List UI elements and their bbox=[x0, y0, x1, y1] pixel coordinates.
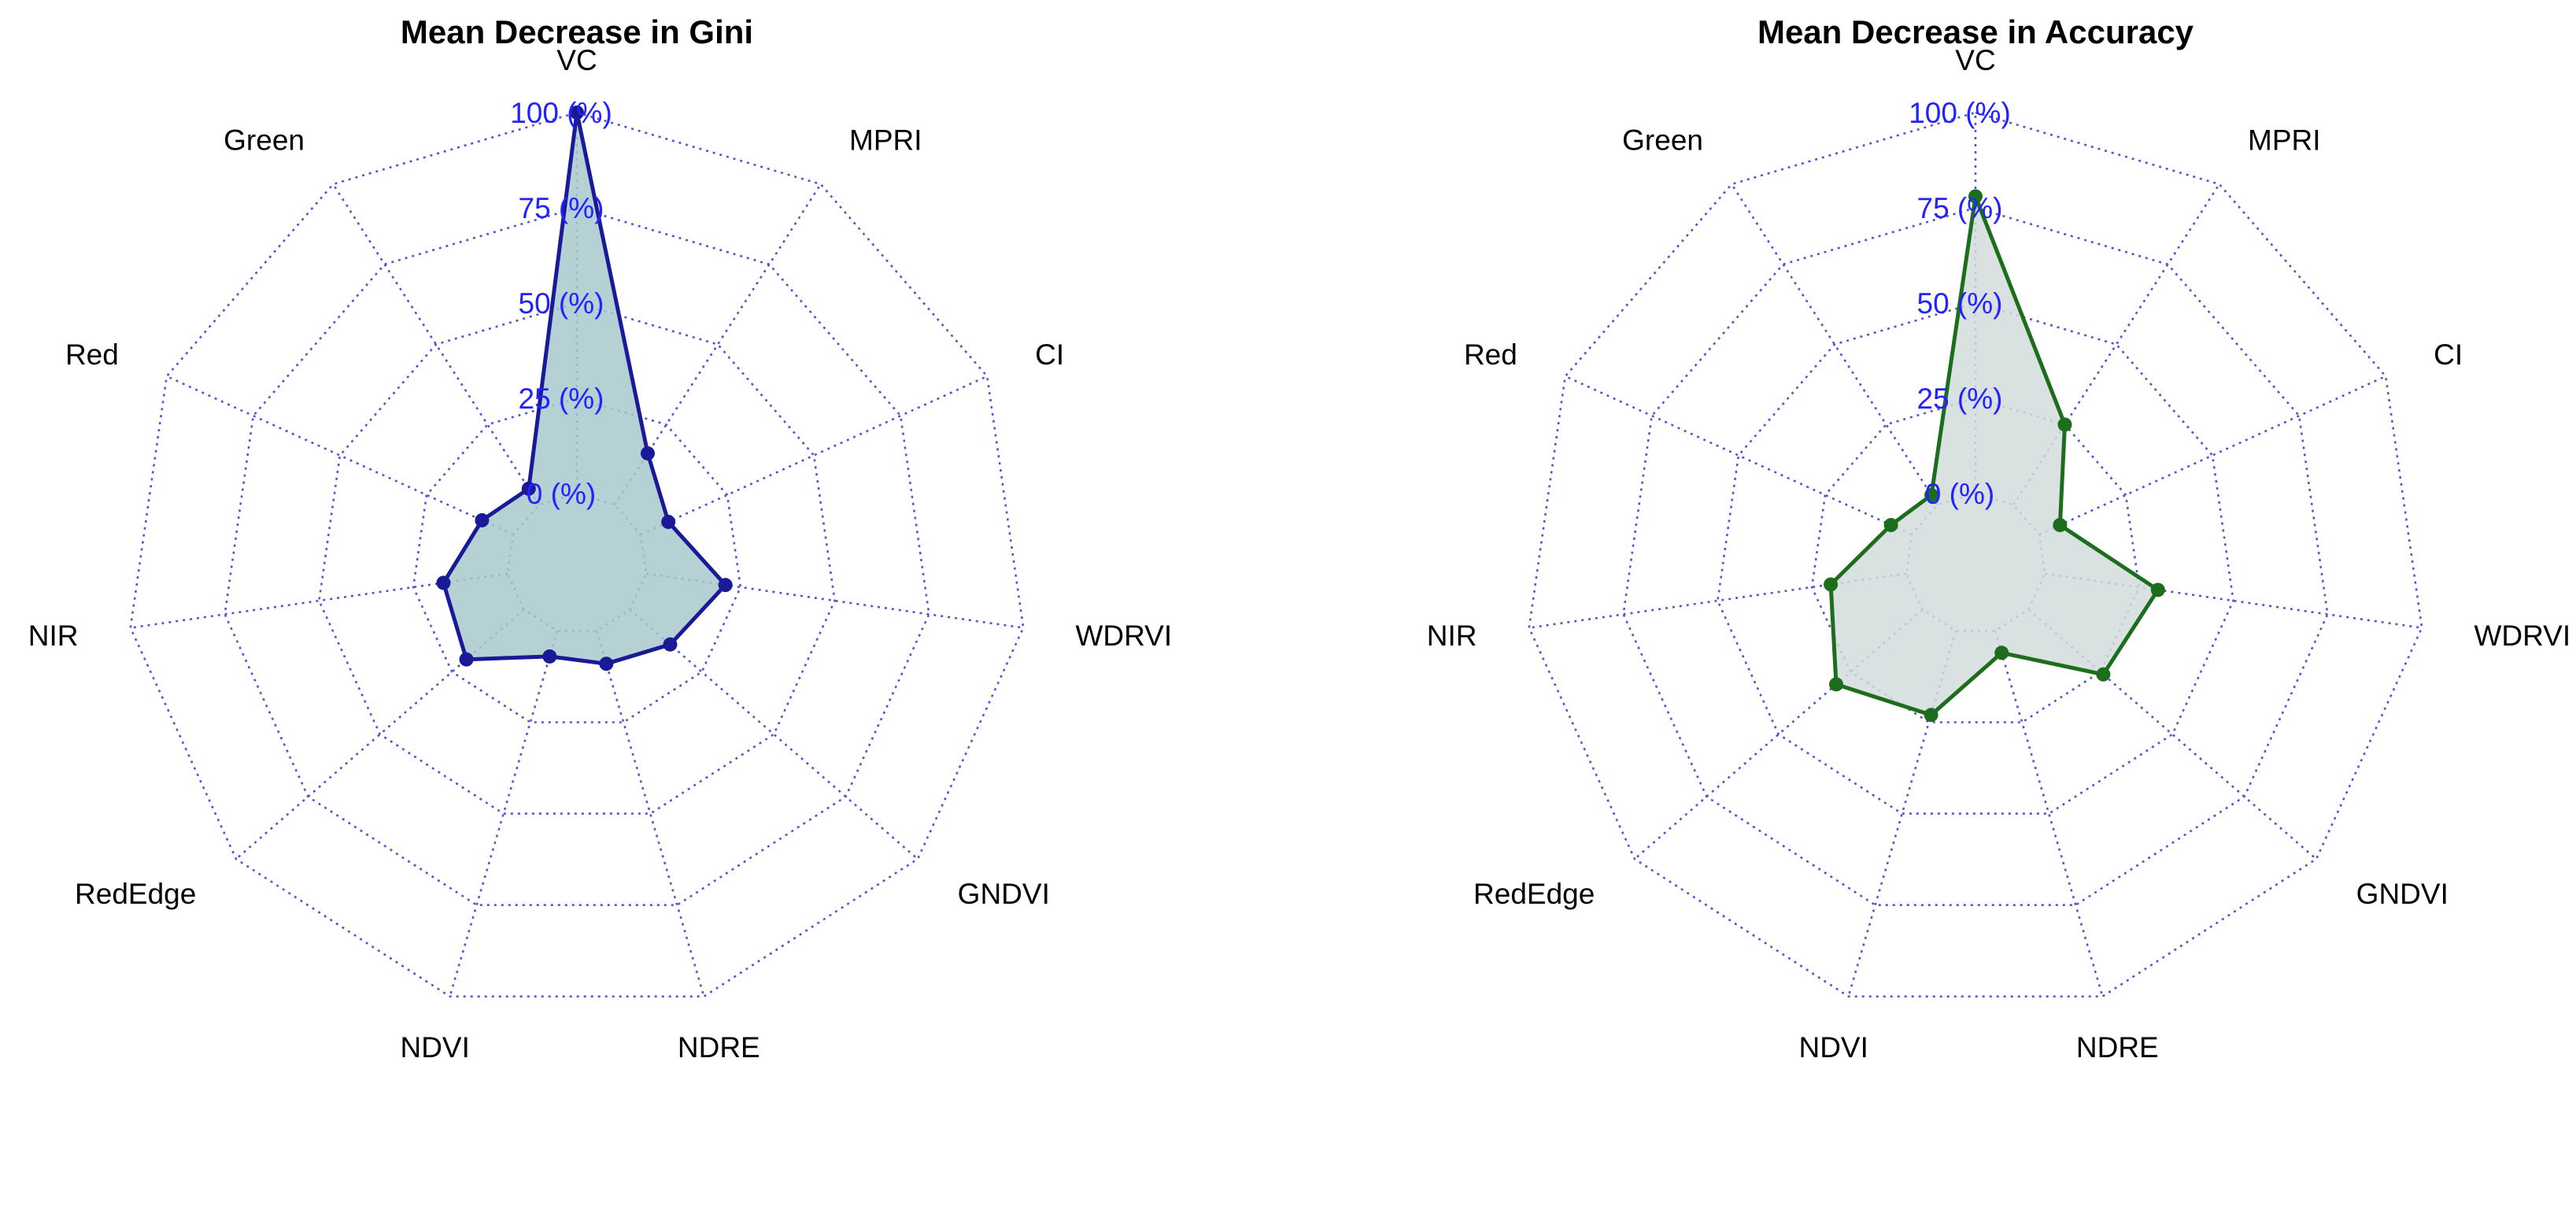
data-point-ndvi bbox=[1924, 708, 1938, 723]
axis-label-green: Green bbox=[224, 124, 305, 157]
radar-chart-gini: Mean Decrease in Gini 0 (%) 25 (%) 50 (%) 7… bbox=[28, 13, 1172, 1064]
axis-label-ndre: NDRE bbox=[2076, 1031, 2159, 1064]
data-point-ci bbox=[2053, 517, 2068, 532]
axis-label-ndvi: NDVI bbox=[400, 1031, 469, 1064]
data-point-green bbox=[1924, 487, 1939, 502]
axis-label-wdrvi: WDRVI bbox=[2474, 620, 2570, 652]
grid-ring-25 bbox=[412, 397, 742, 723]
tick-label: 100 (%) bbox=[1909, 97, 2011, 129]
axis-label-vc: VC bbox=[556, 44, 597, 76]
axis-label-ndre: NDRE bbox=[678, 1031, 760, 1064]
axis-label-red: Red bbox=[1464, 338, 1517, 371]
tick-label: 75 (%) bbox=[519, 192, 604, 224]
axis-label-rededge: RedEdge bbox=[75, 878, 196, 910]
data-point-wdrvi bbox=[2150, 583, 2165, 597]
grid-ring-100 bbox=[129, 111, 1025, 998]
radar-chart-accuracy: Mean Decrease in Accuracy 0 (%) 25 (%) 50 … bbox=[1427, 13, 2570, 1064]
axis-label-vc: VC bbox=[1955, 44, 1995, 76]
data-point-rededge bbox=[1829, 677, 1844, 692]
tick-label: 25 (%) bbox=[1917, 383, 2003, 415]
tick-label: 50 (%) bbox=[1917, 287, 2003, 320]
data-area bbox=[442, 110, 728, 666]
data-point-ndvi bbox=[542, 649, 557, 664]
axis-label-ndvi: NDVI bbox=[1798, 1031, 1868, 1064]
data-point-gndvi bbox=[663, 637, 678, 652]
axis-label-gndvi: GNDVI bbox=[2356, 878, 2448, 910]
data-point-wdrvi bbox=[718, 578, 733, 593]
tick-label: 0 (%) bbox=[527, 478, 596, 510]
data-area bbox=[1828, 194, 2160, 717]
grid-ring-100 bbox=[1528, 111, 2423, 998]
axis-label-red: Red bbox=[65, 338, 119, 371]
axis-label-nir: NIR bbox=[1427, 620, 1477, 652]
data-point-green bbox=[521, 481, 536, 496]
axis-label-nir: NIR bbox=[28, 620, 79, 652]
data-point-mpri bbox=[640, 446, 655, 461]
axis-label-ci: CI bbox=[1035, 338, 1064, 371]
data-point-ci bbox=[661, 514, 676, 529]
axis-label-mpri: MPRI bbox=[2248, 124, 2321, 157]
tick-label: 100 (%) bbox=[510, 97, 612, 129]
axis-label-gndvi: GNDVI bbox=[958, 878, 1050, 910]
grid-spoke-ci bbox=[2038, 375, 2386, 536]
data-point-red bbox=[475, 512, 490, 527]
data-point-nir bbox=[436, 575, 451, 590]
data-point-mpri bbox=[2057, 417, 2072, 432]
data-point-red bbox=[1883, 517, 1898, 532]
tick-label: 0 (%) bbox=[1925, 478, 1994, 510]
tick-label: 50 (%) bbox=[519, 287, 604, 320]
grid-spoke-ndre bbox=[595, 631, 705, 997]
data-point-nir bbox=[1824, 577, 1839, 592]
axis-label-green: Green bbox=[1622, 124, 1703, 157]
data-point-ndre bbox=[1994, 646, 2009, 660]
data-point-gndvi bbox=[2096, 667, 2111, 682]
tick-label: 75 (%) bbox=[1917, 192, 2003, 224]
tick-label: 25 (%) bbox=[519, 383, 604, 415]
data-point-vc bbox=[1968, 189, 1983, 204]
axis-label-ci: CI bbox=[2434, 338, 2463, 371]
axis-label-wdrvi: WDRVI bbox=[1075, 620, 1172, 652]
chart-title: Mean Decrease in Gini bbox=[401, 13, 753, 50]
data-point-ndre bbox=[599, 657, 614, 671]
axis-label-mpri: MPRI bbox=[849, 124, 922, 157]
grid-spoke-ndre bbox=[1994, 631, 2104, 997]
data-point-vc bbox=[570, 105, 584, 120]
axis-label-rededge: RedEdge bbox=[1473, 878, 1595, 910]
grid-ring-25 bbox=[1810, 397, 2141, 723]
grid-spoke-ci bbox=[640, 375, 988, 536]
chart-title: Mean Decrease in Accuracy bbox=[1757, 13, 2194, 50]
grid-spoke-red bbox=[1565, 375, 1913, 536]
data-point-rededge bbox=[459, 652, 474, 667]
grid-spoke-red bbox=[166, 375, 514, 536]
